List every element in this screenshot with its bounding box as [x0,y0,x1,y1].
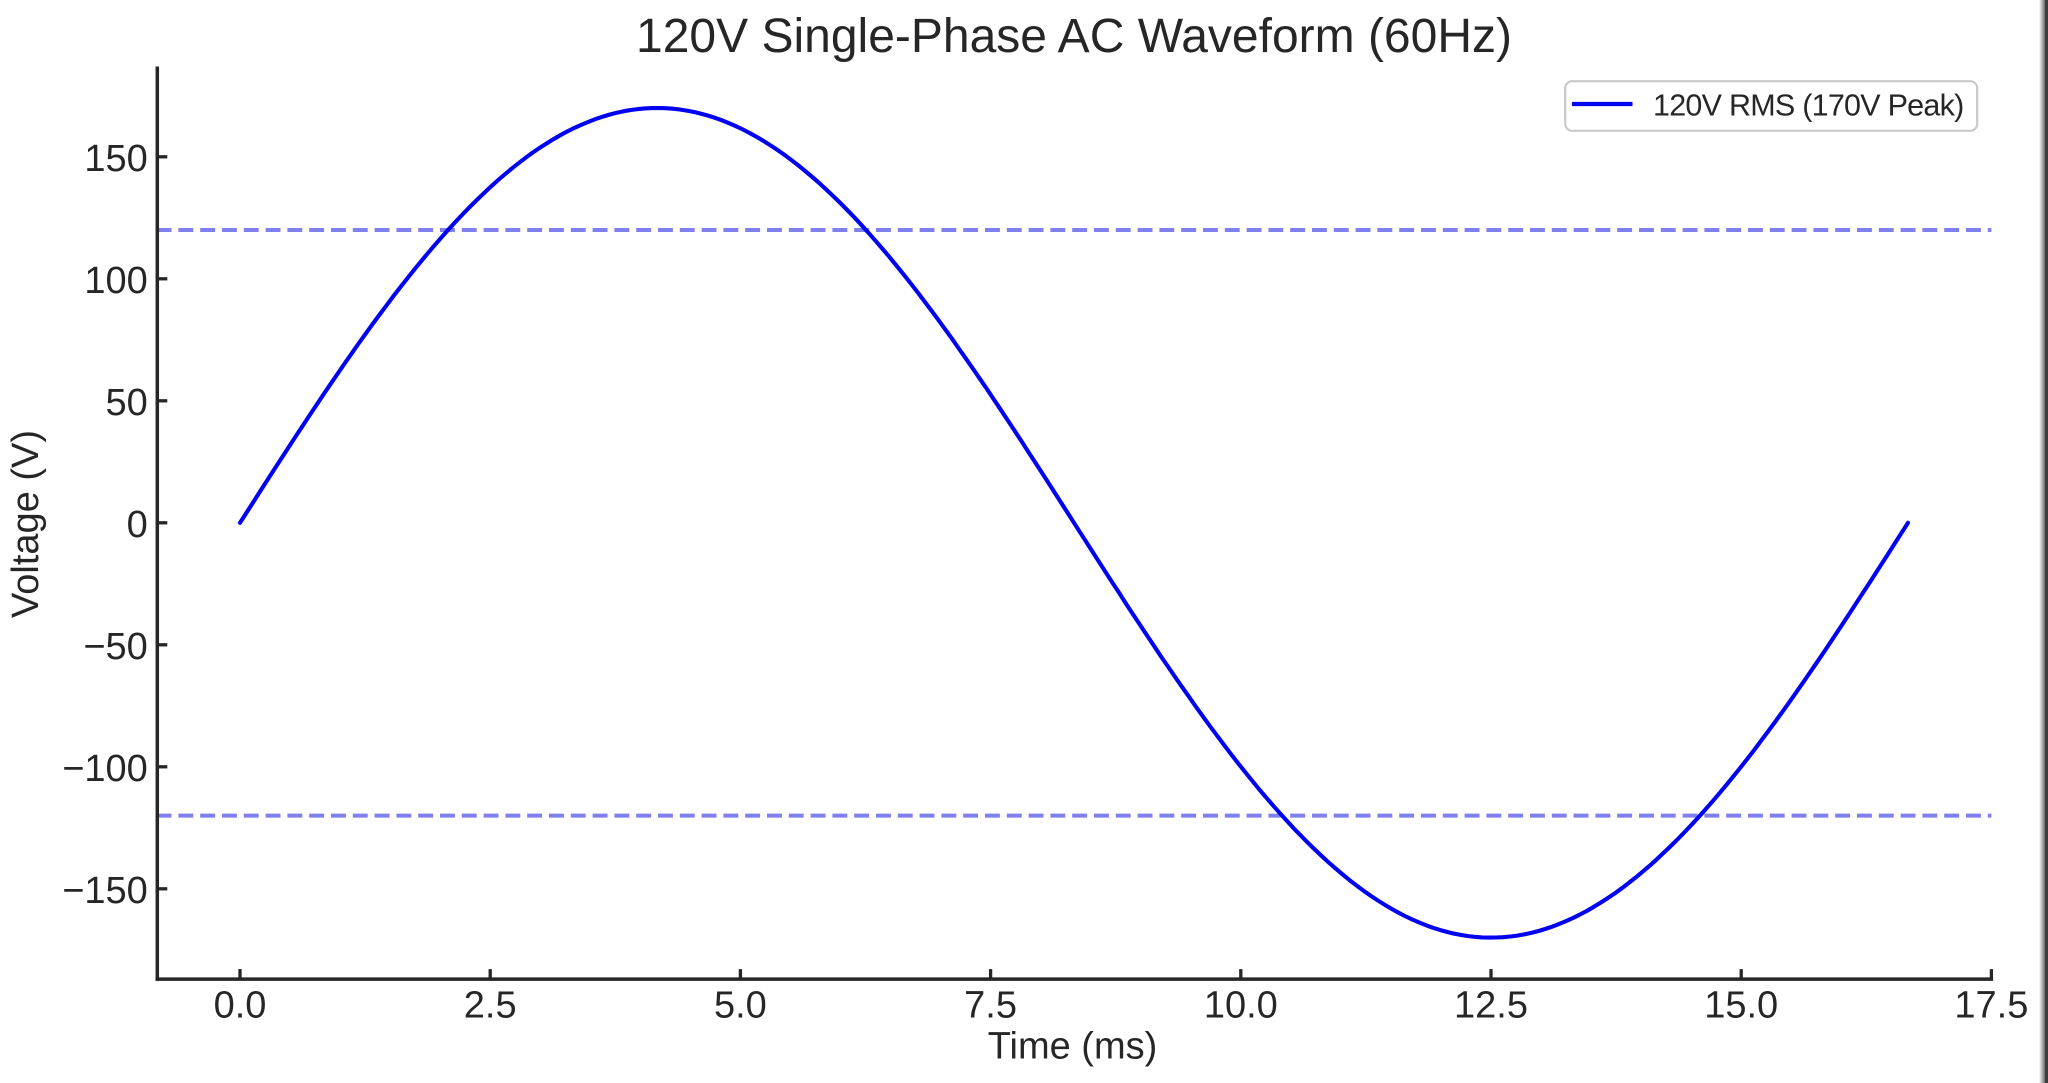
svg-text:15.0: 15.0 [1704,984,1778,1026]
svg-text:2.5: 2.5 [464,984,517,1026]
svg-text:12.5: 12.5 [1454,984,1528,1026]
svg-text:0: 0 [127,504,148,546]
svg-text:0.0: 0.0 [214,984,267,1026]
svg-text:−150: −150 [62,870,148,912]
svg-text:17.5: 17.5 [1954,984,2028,1026]
svg-text:10.0: 10.0 [1204,984,1278,1026]
svg-text:Voltage (V): Voltage (V) [5,430,47,618]
svg-text:50: 50 [106,382,148,424]
svg-text:5.0: 5.0 [714,984,767,1026]
svg-text:120V Single-Phase AC Waveform: 120V Single-Phase AC Waveform (60Hz) [636,10,1512,63]
svg-text:−100: −100 [62,748,148,790]
svg-text:100: 100 [84,260,147,302]
svg-text:−50: −50 [83,626,147,668]
svg-text:120V RMS (170V Peak): 120V RMS (170V Peak) [1653,89,1964,123]
svg-text:Time (ms): Time (ms) [988,1026,1158,1068]
svg-text:150: 150 [84,138,147,180]
svg-text:7.5: 7.5 [964,984,1017,1026]
